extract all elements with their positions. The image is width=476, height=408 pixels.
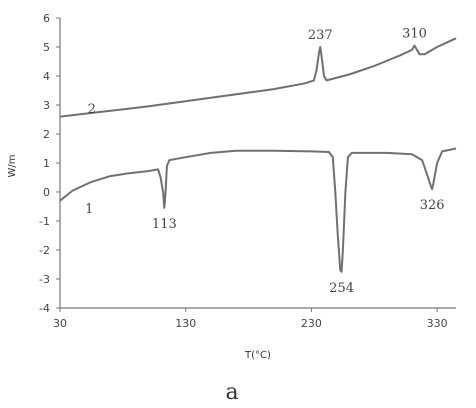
- peak-label: 326: [420, 198, 445, 213]
- y-tick-label: 3: [43, 99, 50, 112]
- x-axis-label: T(°C): [244, 350, 271, 361]
- y-ticks: 6 5 4 3 2 1 0 -1 -2 -3 -4: [39, 12, 60, 315]
- x-tick-label: 30: [53, 317, 67, 330]
- axes: [59, 18, 456, 309]
- curve-label-1: 1: [85, 202, 93, 217]
- x-tick-label: 230: [301, 317, 322, 330]
- y-axis-label: W/m: [7, 155, 18, 178]
- peak-annotations: 113 254 326 237 310: [152, 27, 445, 296]
- series-line-1: [59, 147, 457, 273]
- y-tick-label: -3: [39, 273, 50, 286]
- peak-label: 113: [152, 217, 177, 232]
- y-tick-label: 0: [43, 186, 50, 199]
- y-tick-label: 5: [43, 41, 50, 54]
- x-tick-label: 130: [175, 317, 196, 330]
- y-tick-label: -2: [39, 244, 50, 257]
- y-tick-label: 2: [43, 128, 50, 141]
- y-tick-label: 1: [43, 157, 50, 170]
- peak-label: 237: [308, 28, 333, 43]
- series-line-2: [59, 37, 457, 118]
- peak-label: 310: [402, 27, 427, 42]
- x-ticks: 30 130 230 330: [53, 308, 448, 330]
- curve-label-2: 2: [88, 102, 96, 117]
- x-tick-label: 330: [427, 317, 448, 330]
- y-tick-label: 4: [43, 70, 50, 83]
- y-tick-label: 6: [43, 12, 50, 25]
- curve-labels: 12: [85, 102, 96, 217]
- y-tick-label: -4: [39, 302, 50, 315]
- series-group: [59, 37, 457, 273]
- peak-label: 254: [329, 281, 354, 296]
- panel-label: a: [225, 380, 238, 405]
- y-tick-label: -1: [39, 215, 50, 228]
